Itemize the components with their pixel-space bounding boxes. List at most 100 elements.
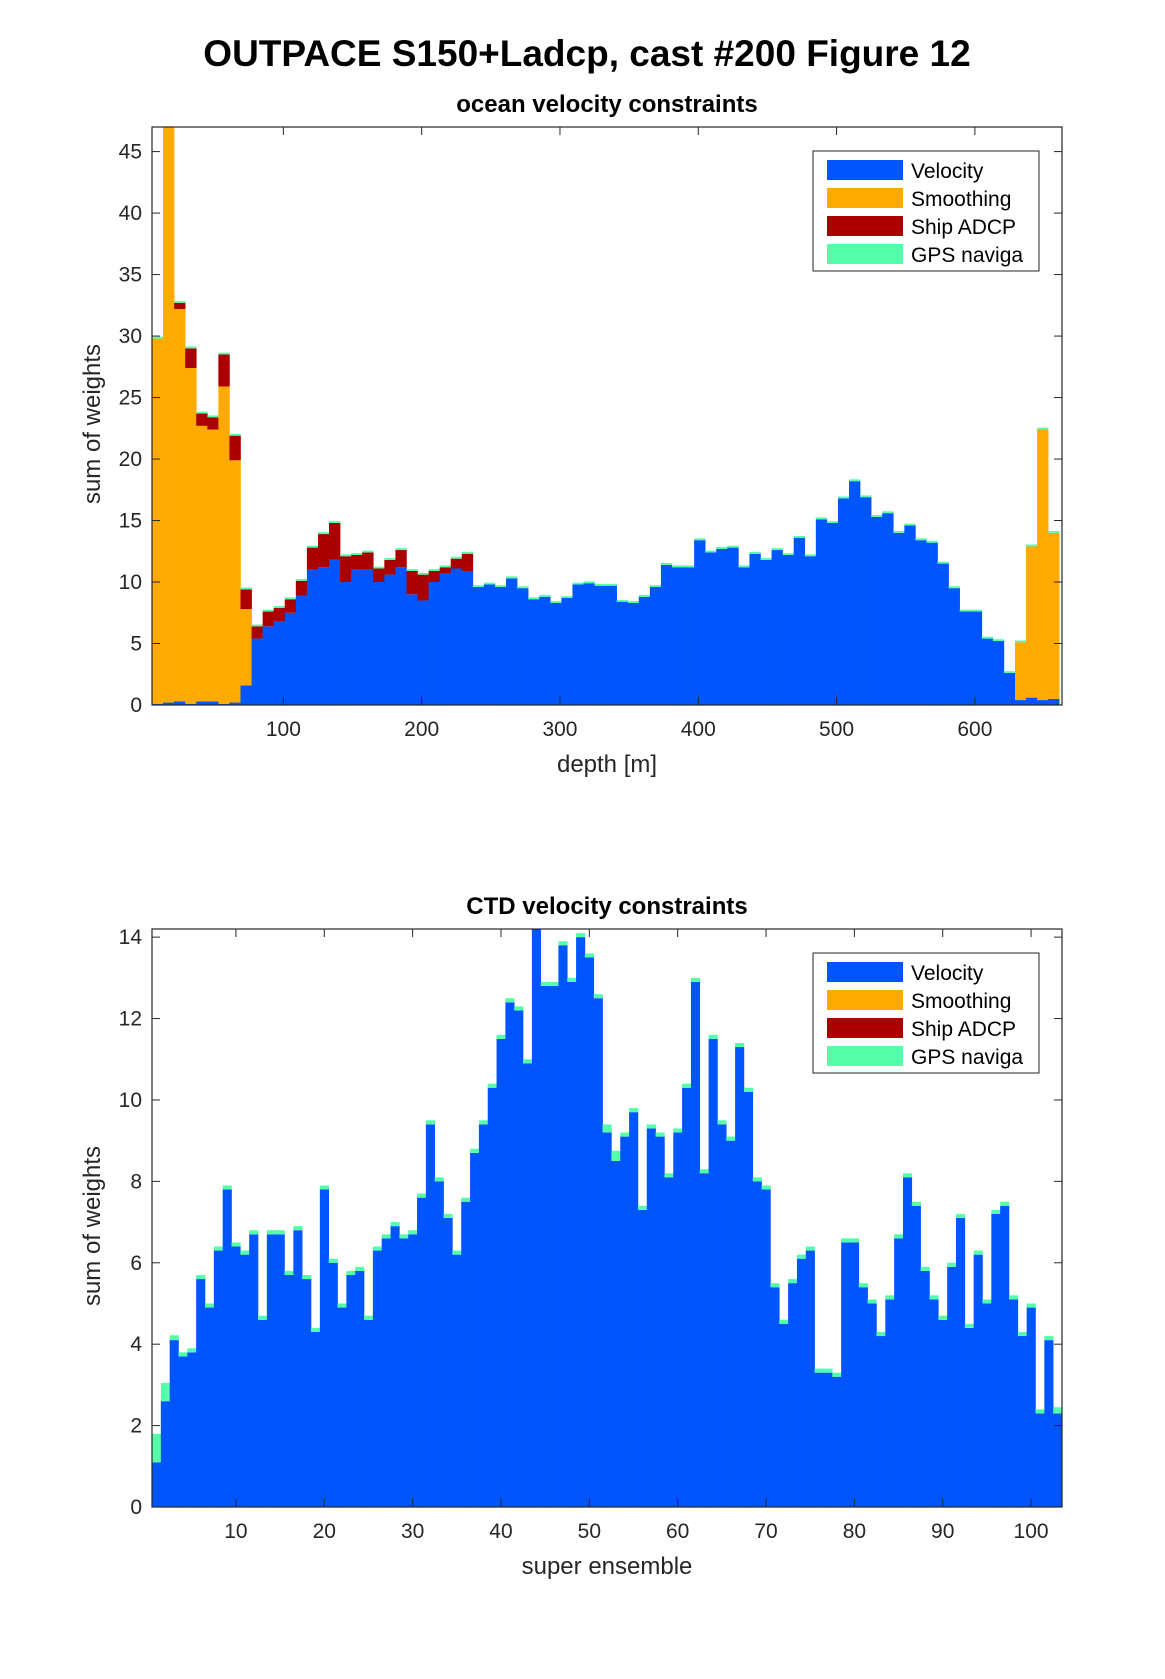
bar-gps-naviga xyxy=(262,609,274,612)
bar-gps-naviga xyxy=(306,545,319,548)
bar-velocity xyxy=(858,1287,868,1507)
bar-gps-naviga xyxy=(970,609,983,612)
bar-gps-naviga xyxy=(284,1270,294,1275)
bar-ship-adcp xyxy=(284,599,297,613)
bar-gps-naviga xyxy=(196,1274,206,1280)
x-tick-label: 90 xyxy=(931,1520,954,1543)
bar-gps-naviga xyxy=(373,566,385,569)
bar-gps-naviga xyxy=(317,532,330,535)
x-tick-label: 20 xyxy=(313,1520,336,1543)
bar-gps-naviga xyxy=(1037,427,1049,430)
bar-gps-naviga xyxy=(1044,1336,1054,1341)
bar-velocity xyxy=(832,1376,842,1507)
bar-gps-naviga xyxy=(483,582,496,585)
bar-velocity xyxy=(1000,1205,1010,1507)
bar-velocity xyxy=(160,1401,170,1507)
bar-ship-adcp xyxy=(174,302,186,310)
y-tick-label: 45 xyxy=(119,141,142,164)
bar-gps-naviga xyxy=(584,953,595,958)
bar-gps-naviga xyxy=(911,1201,921,1206)
bar-gps-naviga xyxy=(362,550,374,553)
bar-gps-naviga xyxy=(478,1120,489,1125)
bar-gps-naviga xyxy=(837,496,850,499)
bar-velocity xyxy=(496,1038,506,1507)
bar-gps-naviga xyxy=(1053,1407,1063,1414)
bar-gps-naviga xyxy=(549,981,559,986)
bar-velocity xyxy=(605,585,617,705)
bar-velocity xyxy=(970,611,983,705)
bar-velocity xyxy=(450,568,463,705)
bar-gps-naviga xyxy=(708,1034,718,1039)
bar-velocity xyxy=(620,1136,630,1507)
bar-gps-naviga xyxy=(982,1299,992,1304)
bar-velocity xyxy=(1008,1299,1019,1507)
bar-velocity xyxy=(205,1307,215,1507)
bar-velocity xyxy=(417,600,429,705)
bar-velocity xyxy=(319,1189,329,1507)
bar-gps-naviga xyxy=(973,1250,983,1255)
bar-gps-naviga xyxy=(955,1213,966,1218)
bar-velocity xyxy=(539,596,551,705)
bar-gps-naviga xyxy=(959,609,972,612)
legend-swatch xyxy=(827,216,903,236)
ocean-ticks: 100 200 300 400 500 600 0 5 10 15 20 25 30 35 40 45 xyxy=(119,127,1062,741)
bar-velocity xyxy=(362,569,374,705)
bar-ship-adcp xyxy=(295,580,308,596)
x-tick-label: 70 xyxy=(754,1520,777,1543)
bar-gps-naviga xyxy=(664,1173,674,1178)
ctd-legend: Velocity Smoothing Ship ADCP GPS naviga xyxy=(812,952,1040,1074)
bar-gps-naviga xyxy=(867,1299,877,1304)
bar-velocity xyxy=(823,1372,833,1507)
bar-gps-naviga xyxy=(428,569,440,571)
bar-velocity xyxy=(699,1173,709,1507)
bar-smoothing xyxy=(218,386,230,704)
bar-gps-naviga xyxy=(174,301,186,303)
bar-gps-naviga xyxy=(572,582,584,585)
bar-velocity xyxy=(860,497,872,705)
bar-velocity xyxy=(249,1234,259,1507)
bar-velocity xyxy=(213,1250,223,1507)
bar-velocity xyxy=(355,1270,365,1507)
bar-gps-naviga xyxy=(620,1132,630,1137)
bar-gps-naviga xyxy=(251,624,263,627)
bar-gps-naviga xyxy=(738,565,750,568)
bar-gps-naviga xyxy=(240,587,252,590)
bar-velocity xyxy=(452,1254,462,1507)
bar-velocity xyxy=(964,1327,974,1507)
bar-gps-naviga xyxy=(443,1213,453,1218)
ocean-bars xyxy=(152,127,1060,705)
bar-gps-naviga xyxy=(815,517,828,520)
bar-velocity xyxy=(558,945,568,1507)
bar-velocity xyxy=(284,612,297,705)
bar-velocity xyxy=(487,1087,497,1507)
bar-velocity xyxy=(793,537,806,705)
bar-velocity xyxy=(417,1197,427,1507)
legend-swatch xyxy=(827,962,903,982)
bar-velocity xyxy=(655,1136,665,1507)
bar-gps-naviga xyxy=(611,1150,621,1162)
bar-gps-naviga xyxy=(390,1222,400,1227)
bar-gps-naviga xyxy=(1003,671,1016,674)
bar-ship-adcp xyxy=(306,547,319,570)
bar-ship-adcp xyxy=(373,568,385,583)
bar-velocity xyxy=(470,1152,480,1507)
bar-velocity xyxy=(749,553,761,705)
bar-velocity xyxy=(673,1132,683,1507)
bar-velocity xyxy=(735,1047,745,1507)
bar-velocity xyxy=(867,1303,877,1507)
bar-gps-naviga xyxy=(1048,530,1060,533)
bar-velocity xyxy=(788,1283,798,1507)
bar-gps-naviga xyxy=(169,1335,179,1341)
bar-gps-naviga xyxy=(295,578,308,581)
bar-velocity xyxy=(694,540,706,705)
ocean-velocity-panel: ocean velocity constraints 100 200 300 400 5… xyxy=(79,91,1063,778)
bar-smoothing xyxy=(1048,532,1060,699)
bar-velocity xyxy=(894,1238,904,1507)
bar-gps-naviga xyxy=(991,1209,1001,1214)
bar-gps-naviga xyxy=(1008,1295,1019,1300)
legend-label: Velocity xyxy=(911,962,984,985)
bar-velocity xyxy=(902,1177,913,1507)
x-tick-label: 500 xyxy=(819,718,854,741)
bar-gps-naviga xyxy=(340,554,352,557)
bar-gps-naviga xyxy=(594,583,606,586)
